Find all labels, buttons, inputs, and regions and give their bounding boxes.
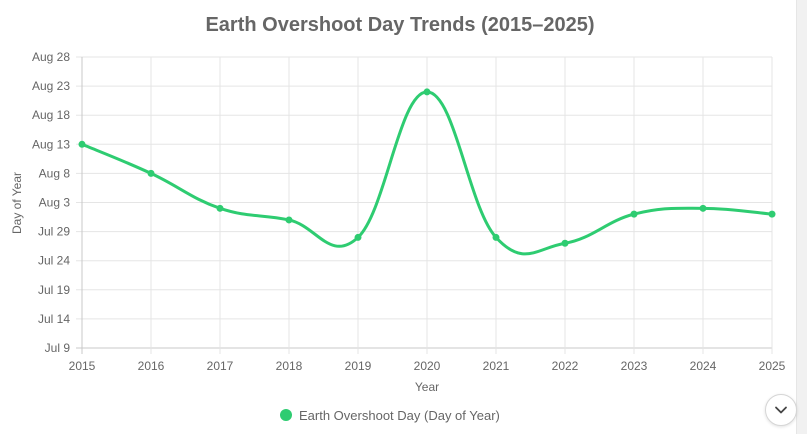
data-point[interactable] [216, 204, 224, 212]
y-tick-label: Aug 3 [39, 196, 71, 210]
y-tick-label: Jul 29 [38, 225, 70, 239]
x-tick-label: 2017 [207, 359, 234, 373]
data-point[interactable] [561, 239, 569, 247]
y-tick-label: Aug 8 [39, 166, 71, 180]
scrollbar[interactable] [796, 0, 807, 434]
y-tick-label: Aug 23 [32, 79, 70, 93]
y-tick-label: Jul 19 [38, 283, 70, 297]
legend-label: Earth Overshoot Day (Day of Year) [299, 408, 500, 423]
data-point[interactable] [147, 169, 155, 177]
chart-title: Earth Overshoot Day Trends (2015–2025) [205, 14, 594, 36]
y-tick-label: Aug 13 [32, 137, 70, 151]
y-tick-label: Jul 24 [38, 254, 70, 268]
x-tick-label: 2021 [483, 359, 510, 373]
x-axis-ticks: 2015 2016 2017 2018 2019 2020 2021 2022 2023 2024… [69, 359, 786, 373]
x-tick-label: 2024 [690, 359, 717, 373]
data-point[interactable] [630, 210, 638, 218]
scroll-down-button[interactable] [765, 394, 797, 426]
x-tick-label: 2020 [414, 359, 441, 373]
data-point[interactable] [699, 204, 707, 212]
y-tick-label: Jul 9 [45, 341, 71, 355]
data-point[interactable] [423, 88, 431, 96]
x-tick-label: 2018 [276, 359, 303, 373]
y-axis-label: Day of Year [10, 172, 24, 234]
data-point[interactable] [354, 233, 362, 241]
legend-marker [280, 409, 292, 421]
x-tick-label: 2023 [621, 359, 648, 373]
x-tick-label: 2016 [138, 359, 165, 373]
x-tick-label: 2015 [69, 359, 96, 373]
x-tick-label: 2019 [345, 359, 372, 373]
data-point[interactable] [492, 233, 500, 241]
series-layer [78, 88, 776, 256]
x-tick-label: 2025 [759, 359, 786, 373]
chevron-down-icon [775, 406, 787, 414]
grid [76, 56, 773, 354]
x-axis-label: Year [415, 380, 439, 394]
y-tick-label: Aug 28 [32, 50, 70, 64]
y-axis-ticks: Jul 9 Jul 14 Jul 19 Jul 24 Jul 29 Aug 3 Aug 8 A… [32, 50, 70, 355]
x-tick-label: 2022 [552, 359, 579, 373]
y-tick-label: Aug 18 [32, 108, 70, 122]
data-point[interactable] [768, 210, 776, 218]
data-point[interactable] [78, 140, 86, 148]
y-tick-label: Jul 14 [38, 312, 70, 326]
legend[interactable]: Earth Overshoot Day (Day of Year) [280, 408, 500, 423]
data-point[interactable] [285, 216, 293, 224]
